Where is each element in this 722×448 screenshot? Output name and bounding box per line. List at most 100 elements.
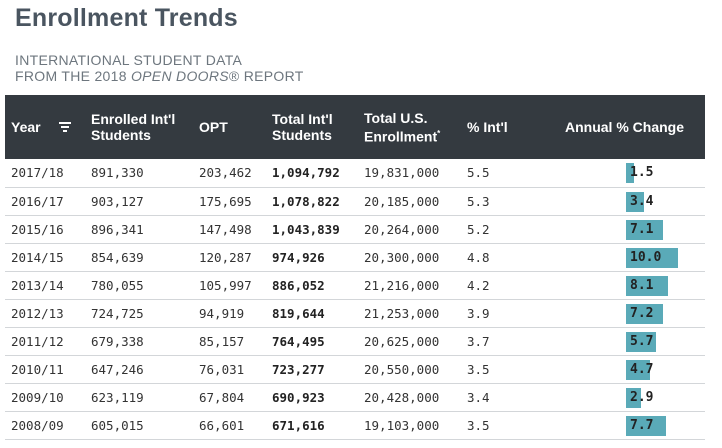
annual-change-bar [626,247,678,268]
cell-year: 2014/15 [11,249,64,265]
table-row: 2012/13 724,725 94,919 819,644 21,253,000 3.9… [5,299,705,327]
annual-change-value: 7.2 [630,305,654,321]
annual-change-header-label: Annual % Change [564,119,684,135]
opt-header-label: OPT [199,119,228,135]
cell-enrolled: 605,015 [91,417,144,433]
cell-total-intl: 1,043,839 [272,221,340,237]
table-row: 2010/11 647,246 76,031 723,277 20,550,000 3.5… [5,355,705,383]
table-row: 2014/15 854,639 120,287 974,926 20,300,000 4.… [5,243,705,271]
cell-enrolled: 724,725 [91,305,144,321]
total-us-header-line-2: Enrollment* [364,126,461,145]
cell-opt: 175,695 [199,193,252,209]
column-header-annual-change[interactable]: Annual % Change [544,95,705,159]
cell-empty [5,439,85,448]
cell-annual-change: 3.4 [544,187,705,215]
annual-change-bar [626,275,668,296]
cell-annual-change: 7.1 [544,215,705,243]
cell-year: 2009/10 [11,389,64,405]
annual-change-bar [626,303,663,324]
cell-total-us: 20,185,000 [364,193,440,209]
cell-total-us: 20,428,000 [364,389,440,405]
cell-enrolled: 903,127 [91,193,144,209]
cell-year: 2008/09 [11,417,64,433]
cell-pct-intl: 5.2 [467,221,490,237]
cell-total-us: 20,625,000 [364,333,440,349]
cell-annual-change: 7.7 [544,411,705,439]
cell-enrolled: 623,119 [91,389,144,405]
cell-total-intl: 819,644 [272,305,325,321]
cell-total-intl: 886,052 [272,277,325,293]
cell-year: 2012/13 [11,305,64,321]
cell-annual-change: 2.9 [544,383,705,411]
cell-year: 2010/11 [11,361,64,377]
cell-empty [85,439,193,448]
cell-pct-intl: 3.4 [467,389,490,405]
annual-change-value: 4.7 [630,361,654,377]
annual-change-bar [626,219,663,240]
cell-opt: 85,157 [199,333,245,349]
cell-pct-intl: 3.7 [467,333,490,349]
cell-enrolled: 679,338 [91,333,144,349]
annual-change-value: 7.1 [630,221,654,237]
cell-total-us: 19,831,000 [364,165,440,181]
table-row: 2009/10 623,119 67,804 690,923 20,428,000 3.4… [5,383,705,411]
annual-change-value: 10.0 [630,249,662,265]
total-intl-header-line-1: Total Int'l [272,111,333,127]
cell-empty [266,439,358,448]
annual-change-bar [626,191,644,212]
annual-change-bar [626,331,656,352]
annual-change-value: 2.9 [630,389,654,405]
cell-opt: 105,997 [199,277,252,293]
cell-year: 2017/18 [11,165,64,181]
cell-enrolled: 780,055 [91,277,144,293]
subtitle-line-1: INTERNATIONAL STUDENT DATA [15,52,243,68]
enrolled-header-line-1: Enrolled Int'l [91,111,176,127]
column-header-year[interactable]: Year [5,95,85,159]
cell-pct-intl: 4.8 [467,249,490,265]
cell-total-us: 21,216,000 [364,277,440,293]
annual-change-value: 5.7 [630,333,654,349]
annual-change-bar [626,163,634,183]
total-us-header-label: Enrollment [364,128,438,145]
column-header-pct-intl[interactable]: % Int'l [461,95,544,159]
cell-annual-change: 7.2 [544,299,705,327]
column-header-opt[interactable]: OPT [193,95,266,159]
cell-total-intl: 723,277 [272,361,325,377]
cell-total-intl: 764,495 [272,333,325,349]
cell-pct-intl: 5.5 [467,165,490,181]
table-row-partial [5,439,705,448]
table-header-row: Year Enrolled Int'l Students OPT Total I… [5,95,705,159]
cell-total-us: 19,103,000 [364,417,440,433]
page-title: Enrollment Trends [15,4,238,32]
table-row: 2015/16 896,341 147,498 1,043,839 20,264,000… [5,215,705,243]
cell-opt: 147,498 [199,221,252,237]
cell-annual-change: 10.0 [544,243,705,271]
sort-filter-icon[interactable] [58,121,71,133]
subtitle-prefix: FROM THE 2018 [15,68,131,84]
cell-empty [544,439,705,448]
cell-pct-intl: 5.3 [467,193,490,209]
annual-change-bar [626,359,650,380]
cell-enrolled: 854,639 [91,249,144,265]
cell-year: 2013/14 [11,277,64,293]
cell-empty [193,439,266,448]
cell-empty [461,439,544,448]
cell-pct-intl: 4.2 [467,277,490,293]
subtitle-suffix: ® REPORT [228,68,304,84]
column-header-enrolled[interactable]: Enrolled Int'l Students [85,95,193,159]
column-header-total-us[interactable]: Total U.S. Enrollment* [358,95,461,159]
annual-change-value: 3.4 [630,193,654,209]
cell-opt: 67,804 [199,389,245,405]
cell-annual-change: 8.1 [544,271,705,299]
enrolled-header-line-2: Students [91,127,151,143]
cell-total-us: 20,550,000 [364,361,440,377]
cell-opt: 76,031 [199,361,245,377]
annual-change-value: 1.5 [630,165,654,180]
year-header-label: Year [11,119,41,135]
column-header-total-intl[interactable]: Total Int'l Students [266,95,358,159]
cell-total-us: 20,264,000 [364,221,440,237]
table-row: 2013/14 780,055 105,997 886,052 21,216,000 4.… [5,271,705,299]
cell-opt: 203,462 [199,165,252,181]
page-subtitle: INTERNATIONAL STUDENT DATA FROM THE 2018… [15,52,304,84]
